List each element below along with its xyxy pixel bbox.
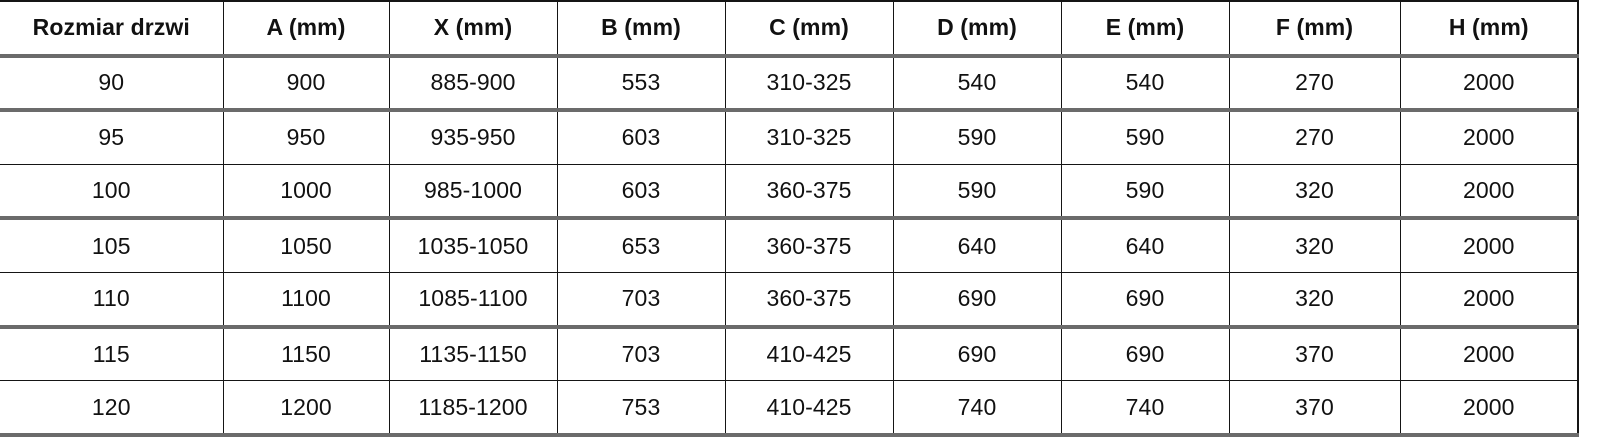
cell-x: 985-1000 bbox=[388, 163, 558, 221]
column-header-h: H (mm) bbox=[1399, 0, 1579, 58]
cell-a: 900 bbox=[222, 55, 390, 113]
cell-x: 1135-1150 bbox=[388, 326, 558, 382]
cell-x: 1085-1100 bbox=[388, 272, 558, 329]
cell-b: 603 bbox=[556, 109, 726, 165]
cell-h: 2000 bbox=[1399, 109, 1579, 165]
cell-b: 703 bbox=[556, 272, 726, 329]
cell-h: 2000 bbox=[1399, 380, 1579, 437]
column-header-a: A (mm) bbox=[222, 0, 390, 58]
cell-f: 320 bbox=[1228, 272, 1401, 329]
table-row: 115 1150 1135-1150 703 410-425 690 690 3… bbox=[0, 326, 1579, 382]
table-header: Rozmiar drzwi A (mm) X (mm) B (mm) C (mm… bbox=[0, 0, 1579, 58]
table-row: 100 1000 985-1000 603 360-375 590 590 32… bbox=[0, 163, 1579, 221]
column-header-d: D (mm) bbox=[892, 0, 1062, 58]
cell-c: 360-375 bbox=[724, 272, 894, 329]
cell-door-size: 100 bbox=[0, 163, 224, 221]
cell-x: 1185-1200 bbox=[388, 380, 558, 437]
cell-d: 590 bbox=[892, 109, 1062, 165]
cell-c: 310-325 bbox=[724, 55, 894, 113]
cell-f: 320 bbox=[1228, 163, 1401, 221]
column-header-f: F (mm) bbox=[1228, 0, 1401, 58]
cell-e: 690 bbox=[1060, 326, 1230, 382]
cell-c: 360-375 bbox=[724, 163, 894, 221]
cell-door-size: 120 bbox=[0, 380, 224, 437]
cell-b: 603 bbox=[556, 163, 726, 221]
column-header-c: C (mm) bbox=[724, 0, 894, 58]
cell-a: 1200 bbox=[222, 380, 390, 437]
cell-a: 1100 bbox=[222, 272, 390, 329]
cell-h: 2000 bbox=[1399, 217, 1579, 274]
column-header-x: X (mm) bbox=[388, 0, 558, 58]
cell-d: 590 bbox=[892, 163, 1062, 221]
table-row: 110 1100 1085-1100 703 360-375 690 690 3… bbox=[0, 272, 1579, 329]
cell-door-size: 115 bbox=[0, 326, 224, 382]
cell-c: 310-325 bbox=[724, 109, 894, 165]
cell-e: 690 bbox=[1060, 272, 1230, 329]
cell-e: 740 bbox=[1060, 380, 1230, 437]
cell-e: 640 bbox=[1060, 217, 1230, 274]
cell-door-size: 110 bbox=[0, 272, 224, 329]
table-row: 120 1200 1185-1200 753 410-425 740 740 3… bbox=[0, 380, 1579, 437]
cell-c: 410-425 bbox=[724, 380, 894, 437]
cell-h: 2000 bbox=[1399, 326, 1579, 382]
cell-b: 553 bbox=[556, 55, 726, 113]
cell-b: 703 bbox=[556, 326, 726, 382]
table-row: 105 1050 1035-1050 653 360-375 640 640 3… bbox=[0, 217, 1579, 274]
cell-d: 690 bbox=[892, 272, 1062, 329]
cell-d: 640 bbox=[892, 217, 1062, 274]
cell-f: 320 bbox=[1228, 217, 1401, 274]
table-body: 90 900 885-900 553 310-325 540 540 270 2… bbox=[0, 55, 1579, 437]
cell-h: 2000 bbox=[1399, 272, 1579, 329]
cell-x: 1035-1050 bbox=[388, 217, 558, 274]
cell-f: 270 bbox=[1228, 55, 1401, 113]
column-header-b: B (mm) bbox=[556, 0, 726, 58]
cell-a: 1000 bbox=[222, 163, 390, 221]
cell-a: 1050 bbox=[222, 217, 390, 274]
cell-e: 590 bbox=[1060, 109, 1230, 165]
cell-a: 1150 bbox=[222, 326, 390, 382]
cell-h: 2000 bbox=[1399, 163, 1579, 221]
cell-e: 590 bbox=[1060, 163, 1230, 221]
cell-e: 540 bbox=[1060, 55, 1230, 113]
cell-f: 370 bbox=[1228, 326, 1401, 382]
cell-d: 740 bbox=[892, 380, 1062, 437]
cell-a: 950 bbox=[222, 109, 390, 165]
column-header-door-size: Rozmiar drzwi bbox=[0, 0, 224, 58]
cell-x: 885-900 bbox=[388, 55, 558, 113]
cell-x: 935-950 bbox=[388, 109, 558, 165]
table-row: 95 950 935-950 603 310-325 590 590 270 2… bbox=[0, 109, 1579, 165]
cell-c: 360-375 bbox=[724, 217, 894, 274]
cell-f: 270 bbox=[1228, 109, 1401, 165]
cell-d: 540 bbox=[892, 55, 1062, 113]
cell-d: 690 bbox=[892, 326, 1062, 382]
cell-h: 2000 bbox=[1399, 55, 1579, 113]
column-header-e: E (mm) bbox=[1060, 0, 1230, 58]
cell-door-size: 105 bbox=[0, 217, 224, 274]
cell-door-size: 90 bbox=[0, 55, 224, 113]
cell-c: 410-425 bbox=[724, 326, 894, 382]
cell-b: 653 bbox=[556, 217, 726, 274]
table-row: 90 900 885-900 553 310-325 540 540 270 2… bbox=[0, 55, 1579, 113]
cell-f: 370 bbox=[1228, 380, 1401, 437]
cell-b: 753 bbox=[556, 380, 726, 437]
cell-door-size: 95 bbox=[0, 109, 224, 165]
table-header-row: Rozmiar drzwi A (mm) X (mm) B (mm) C (mm… bbox=[0, 0, 1579, 58]
